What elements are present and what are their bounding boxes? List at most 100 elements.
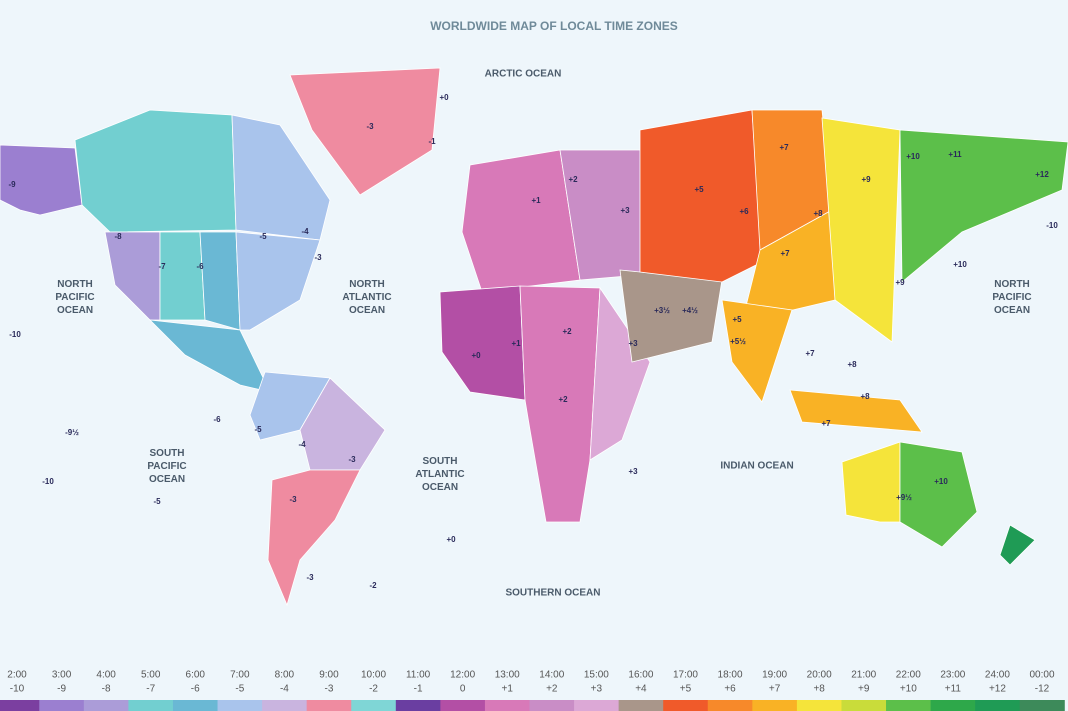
us-mountain <box>159 231 206 321</box>
ocean-label: SOUTH PACIFIC OCEAN <box>147 448 186 485</box>
zone-offset-label: +5 <box>732 315 742 324</box>
india <box>721 299 793 403</box>
legend-swatch <box>306 700 352 711</box>
legend-swatch <box>217 700 263 711</box>
legend-swatch <box>1019 700 1065 711</box>
ocean-label: NORTH PACIFIC OCEAN <box>55 279 94 316</box>
legend-swatch <box>574 700 620 711</box>
legend-time: 00:00 <box>1029 670 1054 681</box>
legend-offset: -8 <box>102 684 111 695</box>
legend-swatch <box>395 700 441 711</box>
zone-offset-label: -3 <box>348 455 356 464</box>
legend-offset: -2 <box>369 684 378 695</box>
zone-offset-label: +12 <box>1035 170 1049 179</box>
zone-offset-label: +1 <box>511 339 521 348</box>
legend-offset: -10 <box>10 684 25 695</box>
legend-time: 23:00 <box>940 670 965 681</box>
legend-swatch <box>886 700 932 711</box>
legend-swatch <box>752 700 798 711</box>
legend-offset: +5 <box>680 684 692 695</box>
legend-time: 14:00 <box>539 670 564 681</box>
zone-offset-label: +3 <box>628 339 638 348</box>
legend-offset: +8 <box>813 684 825 695</box>
zone-offset-label: -10 <box>9 330 21 339</box>
legend-swatch <box>841 700 887 711</box>
zone-offset-label: -1 <box>428 137 436 146</box>
australia-east <box>899 441 978 548</box>
zone-offset-label: +1 <box>531 196 541 205</box>
legend-offset: -4 <box>280 684 289 695</box>
map-title: WORLDWIDE MAP OF LOCAL TIME ZONES <box>430 19 678 33</box>
zone-offset-label: +8 <box>860 392 870 401</box>
legend-offset: +4 <box>635 684 647 695</box>
legend-time: 20:00 <box>807 670 832 681</box>
ocean-label: SOUTH ATLANTIC OCEAN <box>415 456 464 493</box>
legend-time: 2:00 <box>7 670 27 681</box>
asia-east <box>899 129 1068 283</box>
indonesia <box>789 389 923 433</box>
legend-offset: +12 <box>989 684 1006 695</box>
zone-offset-label: -10 <box>42 477 54 486</box>
legend-time: 5:00 <box>141 670 161 681</box>
legend-swatch <box>172 700 219 711</box>
zone-offset-label: -3 <box>366 122 374 131</box>
legend-time: 8:00 <box>275 670 295 681</box>
legend-swatch <box>440 700 486 711</box>
legend-swatch <box>351 700 397 711</box>
legend-time: 10:00 <box>361 670 386 681</box>
zone-offset-label: -8 <box>114 232 122 241</box>
legend-offset: -12 <box>1035 684 1050 695</box>
legend-time: 11:00 <box>406 670 431 681</box>
zone-offset-label: +10 <box>906 152 920 161</box>
zone-offset-label: +2 <box>562 327 572 336</box>
legend-swatch <box>484 700 530 711</box>
legend-swatch <box>0 700 40 711</box>
greenland <box>289 67 441 196</box>
legend-offset: +2 <box>546 684 558 695</box>
zone-offset-label: +3 <box>628 467 638 476</box>
ocean-label: SOUTHERN OCEAN <box>505 588 600 599</box>
legend-swatch <box>39 700 85 711</box>
legend-swatch <box>663 700 709 711</box>
south-america-mid <box>299 377 386 471</box>
zone-offset-label: -5 <box>259 232 267 241</box>
us-pacific <box>104 231 161 321</box>
zone-offset-label: +10 <box>953 260 967 269</box>
legend-swatch <box>529 700 575 711</box>
ocean-label: INDIAN OCEAN <box>720 461 793 472</box>
legend-offset: +11 <box>945 684 962 695</box>
legend-offset: 0 <box>460 684 466 695</box>
ocean-label: NORTH ATLANTIC OCEAN <box>342 279 391 316</box>
legend-offset: +9 <box>858 684 870 695</box>
europe-west <box>461 149 581 293</box>
legend-offset: -6 <box>191 684 200 695</box>
zone-offset-label: -3 <box>314 253 322 262</box>
land <box>0 67 1068 607</box>
zone-offset-label: -7 <box>158 262 166 271</box>
legend-time: 21:00 <box>851 670 876 681</box>
zone-offset-label: +0 <box>471 351 481 360</box>
us-central <box>199 231 241 331</box>
legend-offset: -1 <box>414 684 423 695</box>
zone-offset-label: +2 <box>558 395 568 404</box>
legend-offset: -9 <box>57 684 66 695</box>
new-zealand <box>999 524 1036 566</box>
legend-offset: +3 <box>591 684 603 695</box>
legend-swatch <box>83 700 129 711</box>
legend-time: 24:00 <box>985 670 1010 681</box>
asia-plus5 <box>639 109 763 283</box>
zone-offset-label: -4 <box>301 227 309 236</box>
ocean-label: ARCTIC OCEAN <box>485 69 562 80</box>
legend-time: 3:00 <box>52 670 72 681</box>
zone-offset-label: -5 <box>153 497 161 506</box>
legend-offset: -7 <box>146 684 155 695</box>
legend-offset: +6 <box>724 684 736 695</box>
legend-time: 19:00 <box>762 670 787 681</box>
zone-offset-label: +5 <box>694 185 704 194</box>
legend-time: 17:00 <box>673 670 698 681</box>
south-america-south <box>267 469 361 607</box>
zone-offset-label: +10 <box>934 477 948 486</box>
zone-offset-label: -6 <box>196 262 204 271</box>
zone-offset-label: +5½ <box>730 337 746 346</box>
